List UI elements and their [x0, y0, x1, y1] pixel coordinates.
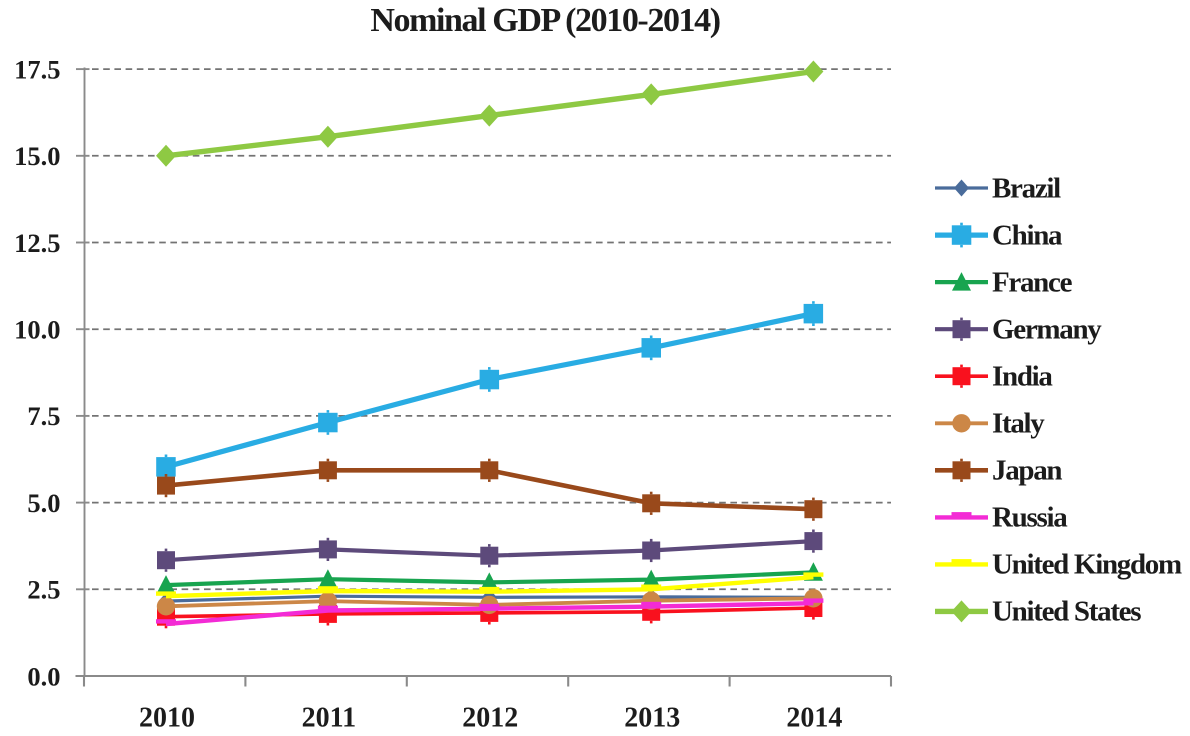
svg-text:2.5: 2.5 — [27, 575, 60, 605]
svg-text:5.0: 5.0 — [27, 488, 60, 518]
svg-text:Italy: Italy — [992, 408, 1045, 440]
svg-text:10.0: 10.0 — [14, 315, 60, 345]
svg-text:2011: 2011 — [302, 702, 356, 733]
svg-text:Germany: Germany — [992, 314, 1102, 346]
svg-text:2010: 2010 — [139, 702, 195, 733]
svg-text:2012: 2012 — [462, 702, 518, 733]
svg-text:Brazil: Brazil — [992, 172, 1061, 204]
svg-text:7.5: 7.5 — [27, 401, 60, 431]
svg-text:Japan: Japan — [992, 455, 1062, 487]
svg-text:15.0: 15.0 — [14, 141, 60, 171]
svg-text:2014: 2014 — [786, 702, 842, 733]
svg-text:0.0: 0.0 — [27, 661, 60, 691]
svg-text:United Kingdom: United Kingdom — [992, 549, 1182, 581]
svg-text:China: China — [992, 219, 1063, 251]
svg-text:12.5: 12.5 — [14, 228, 60, 258]
svg-text:India: India — [992, 361, 1053, 393]
svg-text:Nominal GDP (2010-2014): Nominal GDP (2010-2014) — [370, 2, 719, 39]
svg-text:United States: United States — [992, 596, 1141, 628]
svg-text:17.5: 17.5 — [14, 54, 60, 84]
svg-text:Russia: Russia — [992, 502, 1068, 534]
svg-text:2013: 2013 — [624, 702, 680, 733]
svg-text:France: France — [992, 266, 1073, 298]
